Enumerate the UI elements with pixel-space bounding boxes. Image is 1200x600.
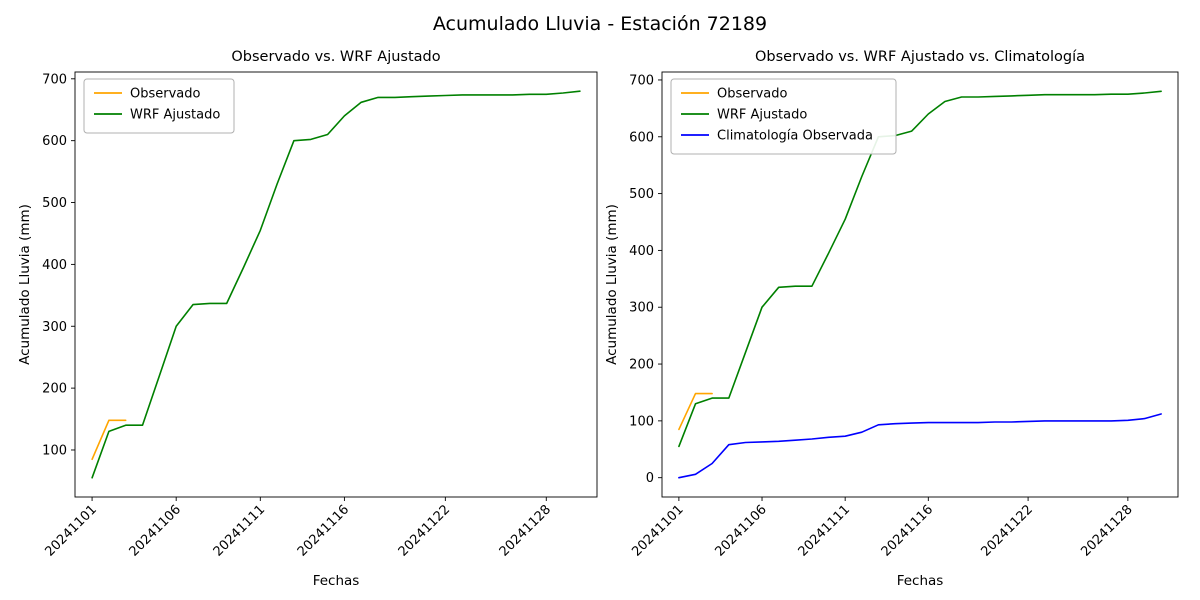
x-tick-label: 20241101	[43, 502, 100, 559]
axes-frame	[661, 71, 1179, 498]
x-tick-label: 20241116	[295, 502, 352, 559]
y-tick-label: 700	[42, 72, 67, 87]
x-tick-label: 20241106	[712, 502, 769, 559]
x-tick-label: 20241128	[497, 502, 554, 559]
series-line-wrf-ajustado	[91, 90, 581, 479]
subplot-2: 0 100 200 300 400 500 600 700 20241101 20241106 20…	[604, 49, 1179, 589]
series-line-climatolog-a-observada	[678, 413, 1162, 479]
x-tick-label: 20241111	[796, 502, 853, 559]
y-tick-label: 400	[42, 258, 67, 273]
subplot-title: Observado vs. WRF Ajustado	[231, 49, 440, 65]
y-tick-label: 500	[629, 187, 654, 202]
y-tick-label: 600	[629, 130, 654, 145]
x-tick-label: 20241122	[396, 502, 453, 559]
y-tick-label: 600	[42, 134, 67, 149]
x-axis-label: Fechas	[313, 573, 360, 589]
axes-frame	[74, 71, 598, 498]
charts-group: 100 200 300 400 500 600 700 20241101 20241106 202…	[17, 49, 1179, 589]
series-line-observado	[91, 419, 127, 461]
legend-label: Climatología Observada	[717, 129, 873, 144]
x-tick-label: 20241128	[1078, 502, 1135, 559]
series-line-observado	[678, 392, 713, 431]
y-tick-label: 400	[629, 244, 654, 259]
y-tick-label: 300	[42, 320, 67, 335]
y-tick-label: 100	[42, 443, 67, 458]
x-tick-label: 20241111	[211, 502, 268, 559]
subplot-title: Observado vs. WRF Ajustado vs. Climatolo…	[755, 49, 1085, 65]
x-tick-label: 20241122	[979, 502, 1036, 559]
subplot-1: 100 200 300 400 500 600 700 20241101 20241106 202…	[17, 49, 598, 589]
figure-suptitle: Acumulado Lluvia - Estación 72189	[433, 13, 767, 35]
y-axis-label: Acumulado Lluvia (mm)	[17, 204, 33, 365]
x-tick-label: 20241101	[629, 502, 686, 559]
y-tick-label: 500	[42, 196, 67, 211]
legend-label: WRF Ajustado	[130, 108, 220, 123]
y-tick-label: 0	[646, 471, 654, 486]
y-axis-label: Acumulado Lluvia (mm)	[604, 204, 620, 365]
x-tick-label: 20241116	[879, 502, 936, 559]
y-tick-label: 700	[629, 73, 654, 88]
y-tick-label: 200	[42, 382, 67, 397]
legend-label: Observado	[130, 87, 201, 102]
series-line-wrf-ajustado	[678, 90, 1162, 448]
y-tick-label: 200	[629, 358, 654, 373]
legend-label: Observado	[717, 87, 788, 102]
y-tick-label: 100	[629, 414, 654, 429]
legend-box	[670, 78, 897, 155]
y-tick-label: 300	[629, 301, 654, 316]
x-axis-label: Fechas	[897, 573, 944, 589]
legend-label: WRF Ajustado	[717, 108, 807, 123]
x-tick-label: 20241106	[127, 502, 184, 559]
